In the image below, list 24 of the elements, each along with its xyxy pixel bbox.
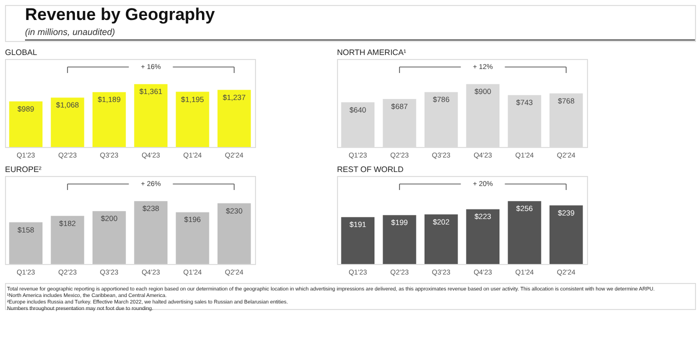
text: (in millions, unaudited)	[25, 27, 116, 37]
bar	[134, 84, 168, 147]
bar	[9, 101, 42, 147]
bar	[508, 201, 542, 264]
bar	[218, 90, 251, 147]
bar	[218, 203, 251, 264]
bar	[341, 217, 374, 264]
bar	[550, 205, 583, 264]
bar	[9, 222, 42, 264]
bar	[50, 216, 84, 264]
bar	[134, 201, 168, 264]
chart-title: EUROPE²	[5, 165, 42, 174]
bar	[176, 212, 210, 264]
bar	[50, 98, 84, 147]
bar	[176, 92, 210, 147]
bar	[466, 209, 500, 264]
bar	[424, 214, 458, 264]
text: Revenue by Geography	[25, 5, 216, 24]
bar	[92, 211, 126, 264]
chart-title: NORTH AMERICA¹	[337, 48, 407, 57]
chart-title: GLOBAL	[5, 48, 38, 57]
chart-title: REST OF WORLD	[337, 165, 404, 174]
bar	[382, 215, 416, 264]
bar	[92, 92, 126, 147]
